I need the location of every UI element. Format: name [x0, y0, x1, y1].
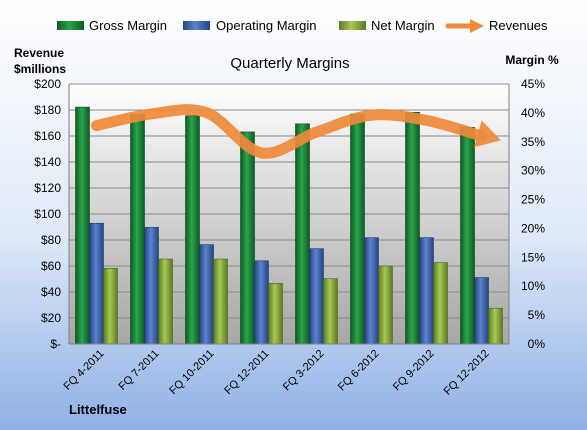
legend-swatch-revenues-arrowhead [470, 19, 484, 33]
right-tick-label-8: 40% [521, 106, 545, 120]
legend-swatch-gross-margin [57, 21, 84, 30]
bar-gross-margin-1 [130, 114, 145, 345]
left-tick-label-10: $200 [34, 77, 61, 91]
bar-operating-margin-2 [199, 244, 214, 345]
bar-gross-margin-4 [295, 123, 310, 345]
legend-label-operating-margin: Operating Margin [216, 18, 316, 33]
bar-net-margin-5 [378, 265, 393, 345]
bar-operating-margin-6 [419, 237, 434, 345]
revenue-line-path [91, 104, 487, 159]
right-tick-label-1: 5% [528, 308, 546, 322]
left-tick-label-5: $100 [34, 207, 61, 221]
bar-gross-margin-6 [405, 112, 420, 345]
right-tick-label-3: 15% [521, 250, 545, 264]
left-tick-label-3: $60 [41, 259, 61, 273]
bar-operating-margin-5 [364, 237, 379, 345]
legend-swatch-operating-margin [183, 21, 210, 30]
left-tick-label-2: $40 [41, 285, 61, 299]
right-axis-title: Margin % [505, 53, 559, 67]
left-tick-label-4: $80 [41, 233, 61, 247]
bar-gross-margin-5 [350, 113, 365, 345]
bar-net-margin-3 [268, 283, 283, 345]
bar-net-margin-1 [158, 258, 173, 345]
right-tick-label-9: 45% [521, 77, 545, 91]
bar-gross-margin-3 [240, 131, 255, 345]
bar-gross-margin-2 [185, 115, 200, 345]
bar-net-margin-6 [433, 262, 448, 345]
right-tick-label-7: 35% [521, 135, 545, 149]
legend-label-gross-margin: Gross Margin [89, 18, 167, 33]
revenue-line-arrowhead [473, 120, 501, 148]
right-tick-label-0: 0% [528, 337, 546, 351]
left-tick-label-7: $140 [34, 155, 61, 169]
left-tick-label-6: $120 [34, 181, 61, 195]
left-tick-label-9: $180 [34, 103, 61, 117]
company-label: Littelfuse [69, 402, 127, 417]
legend-swatch-net-margin [339, 21, 366, 30]
bar-gross-margin-7 [460, 127, 475, 345]
right-tick-label-2: 10% [521, 279, 545, 293]
bar-net-margin-2 [213, 258, 228, 345]
right-tick-label-6: 30% [521, 164, 545, 178]
bar-net-margin-7 [488, 307, 503, 345]
legend-label-revenues: Revenues [489, 18, 548, 33]
bar-operating-margin-7 [474, 277, 489, 345]
bar-gross-margin-0 [75, 106, 90, 345]
left-tick-label-0: $- [50, 337, 61, 351]
chart-title: Quarterly Margins [230, 55, 349, 72]
left-tick-label-1: $20 [41, 311, 61, 325]
right-tick-label-5: 25% [521, 193, 545, 207]
right-axis-ticks: 0% 5% 10% 15% 20% 25% 30% 35% 40% 45% [521, 77, 545, 351]
revenue-line [91, 104, 501, 159]
left-axis-title-line1: Revenue [14, 46, 64, 60]
legend: Gross Margin Operating Margin Net Margin… [57, 18, 548, 33]
bar-operating-margin-3 [254, 260, 269, 345]
bar-net-margin-4 [323, 278, 338, 345]
bar-operating-margin-0 [89, 222, 104, 345]
legend-label-net-margin: Net Margin [371, 18, 435, 33]
left-axis-ticks: $- $20 $40 $60 $80 $100 $120 $140 $160 $180 $200 [34, 77, 61, 351]
left-tick-label-8: $160 [34, 129, 61, 143]
bar-net-margin-0 [103, 268, 118, 345]
right-tick-label-4: 20% [521, 221, 545, 235]
bar-operating-margin-1 [144, 226, 159, 345]
left-axis-title-line2: $millions [14, 62, 66, 76]
bar-operating-margin-4 [309, 248, 324, 345]
